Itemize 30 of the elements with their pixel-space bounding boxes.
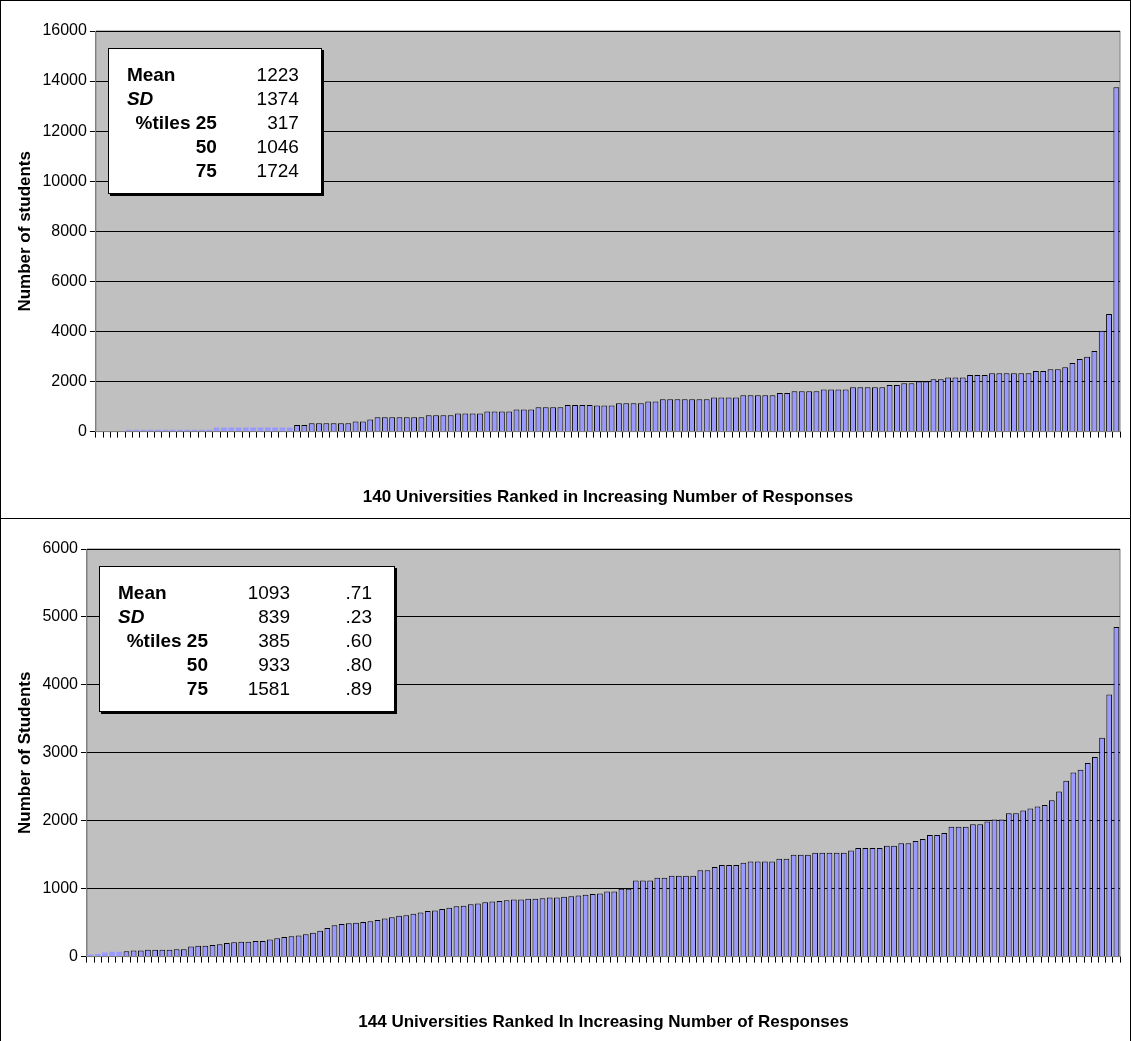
y-tick-label: 6000 [51, 271, 87, 289]
x-axis-title: 140 Universities Ranked in Increasing Number of Responses [362, 487, 854, 507]
text: %tiles 25 385 .60 [126, 630, 372, 651]
text: 50 933 .80 [186, 654, 372, 675]
text: 75 1724 [195, 160, 299, 181]
text: 50 1046 [195, 136, 299, 157]
y-tick-label: 16000 [42, 21, 87, 39]
y-tick-label: 1000 [42, 879, 79, 897]
text: 75 1581 .89 [186, 678, 372, 699]
y-tick-label: 2000 [42, 811, 79, 829]
y-tick-label: 5000 [42, 607, 79, 625]
y-tick-label: 8000 [51, 221, 87, 239]
text: %tiles 25 317 [135, 112, 299, 133]
y-tick-label: 3000 [42, 743, 79, 761]
y-tick-label: 10000 [42, 171, 87, 189]
y-tick-label: 14000 [42, 71, 87, 89]
y-tick-label: 12000 [42, 121, 87, 139]
y-axis-title: Number of Students [14, 671, 34, 835]
y-tick-label: 2000 [51, 371, 87, 389]
y-tick-label: 6000 [42, 539, 79, 557]
y-tick-label: 4000 [42, 675, 79, 693]
y-tick-label: 0 [77, 422, 87, 440]
text: Mean 1093 .71 [117, 582, 372, 603]
text: Mean 1223 [126, 64, 299, 85]
y-tick-label: 4000 [51, 321, 87, 339]
x-axis-title: 144 Universities Ranked In Increasing Number of Responses [358, 1012, 849, 1032]
text: SD 1374 [126, 88, 299, 109]
y-tick-label: 0 [69, 947, 79, 965]
y-axis-title: Number of students [14, 151, 34, 312]
text: SD 839 .23 [117, 606, 372, 627]
